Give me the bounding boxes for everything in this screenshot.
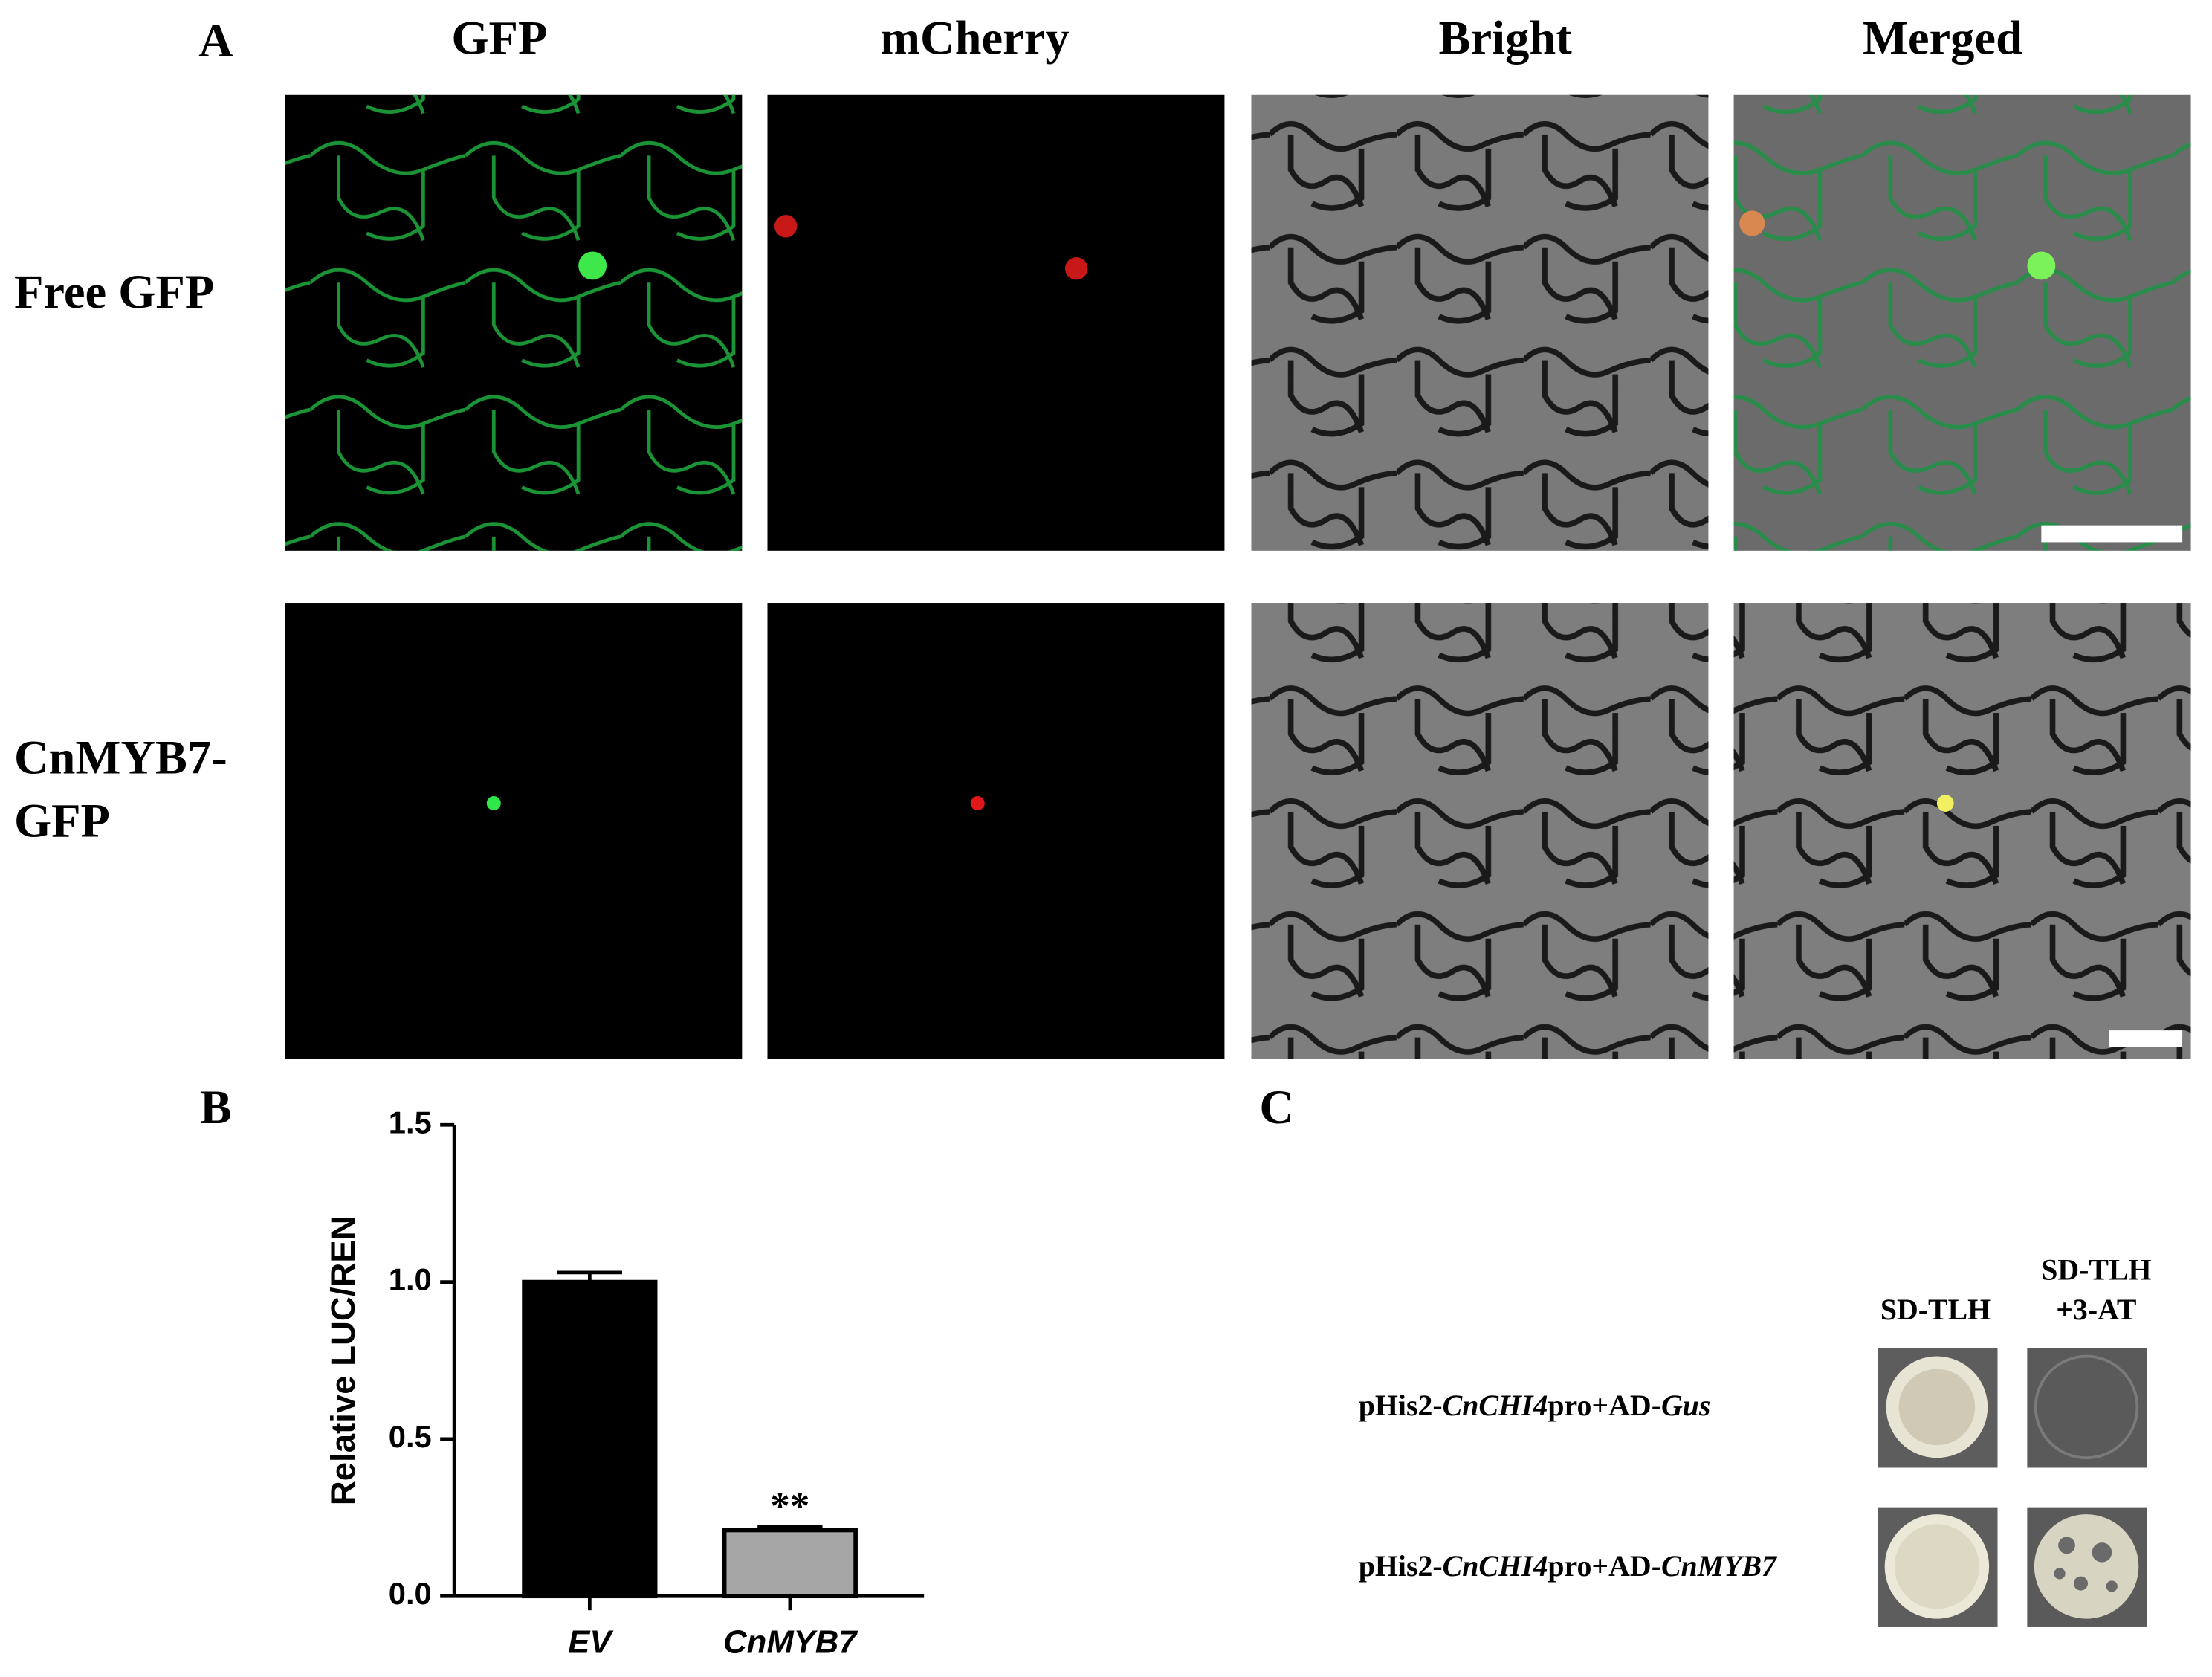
text-segment: CnMYB7 <box>1661 1549 1778 1583</box>
bright-cells <box>1251 603 1709 1059</box>
y-tick-label: 0.0 <box>389 1576 432 1611</box>
panel-label: C <box>1259 1080 1294 1134</box>
gfp-membrane <box>285 94 743 551</box>
text-segment: pro+AD- <box>1548 1389 1661 1422</box>
nucleus <box>1936 795 1954 812</box>
text-segment: pro+AD- <box>1548 1549 1661 1583</box>
column-header: Merged <box>1863 10 2022 64</box>
column-header: GFP <box>451 10 547 64</box>
mcherry-image <box>767 603 1225 1059</box>
text-segment: Gus <box>1661 1389 1710 1422</box>
y-axis-title: Relative LUC/REN <box>324 1215 362 1505</box>
bright-cells <box>1251 94 1709 551</box>
gfp-image <box>285 603 743 1059</box>
mcherry-image <box>767 94 1225 551</box>
bar <box>722 1528 858 1599</box>
column-header: mCherry <box>880 10 1069 64</box>
nucleus <box>1739 210 1765 236</box>
yeast-spot-center <box>1898 1369 1976 1446</box>
row-label: pHis2-CnCHI4pro+AD-CnMYB7 <box>1359 1549 1778 1583</box>
column-header: Bright <box>1439 10 1573 64</box>
nucleus <box>774 215 798 238</box>
x-tick-label: EV <box>568 1623 614 1660</box>
column-header: SD-TLH <box>2041 1253 2151 1287</box>
bar-chart: 0.0 0.5 1.0 1.5 EV CnMYB7 ** <box>389 1105 925 1660</box>
y-tick-label: 1.0 <box>389 1262 432 1297</box>
merged-image <box>1733 94 2191 551</box>
row-label: Free GFP <box>14 265 214 318</box>
yeast-spot <box>2034 1514 2139 1619</box>
yeast-spot-center <box>1894 1524 1979 1609</box>
merged-cells <box>1733 603 2191 1059</box>
panel-label: B <box>200 1080 232 1134</box>
nucleus <box>1064 257 1088 280</box>
row-label: GFP <box>14 794 110 847</box>
scale-bar <box>2109 1030 2183 1047</box>
nucleus <box>578 251 607 280</box>
text-segment: CnCHI4 <box>1443 1549 1548 1583</box>
column-header: +3-AT <box>2056 1293 2136 1326</box>
yeast-spot <box>2034 1354 2139 1460</box>
scale-bar <box>2041 525 2183 543</box>
nucleus <box>486 796 501 811</box>
row-label: CnMYB7- <box>14 730 227 783</box>
significance-label: ** <box>770 1485 809 1528</box>
row-label: pHis2-CnCHI4pro+AD-Gus <box>1359 1389 1711 1422</box>
nucleus <box>970 796 985 811</box>
colony-gaps <box>2054 1537 2118 1592</box>
x-tick-label: CnMYB7 <box>723 1623 858 1660</box>
yeast-plate <box>2027 1348 2147 1468</box>
error-bar <box>757 1525 823 1531</box>
panel-label: A <box>198 13 233 67</box>
text-segment: pHis2- <box>1359 1389 1443 1422</box>
text-segment: CnCHI4 <box>1443 1389 1548 1422</box>
y-tick-label: 1.5 <box>389 1105 432 1140</box>
text-segment: pHis2- <box>1359 1549 1443 1583</box>
bar <box>522 1279 658 1599</box>
error-bar <box>557 1270 622 1282</box>
y-tick-label: 0.5 <box>389 1419 432 1454</box>
column-header: SD-TLH <box>1880 1293 1991 1326</box>
nucleus <box>2027 251 2056 280</box>
